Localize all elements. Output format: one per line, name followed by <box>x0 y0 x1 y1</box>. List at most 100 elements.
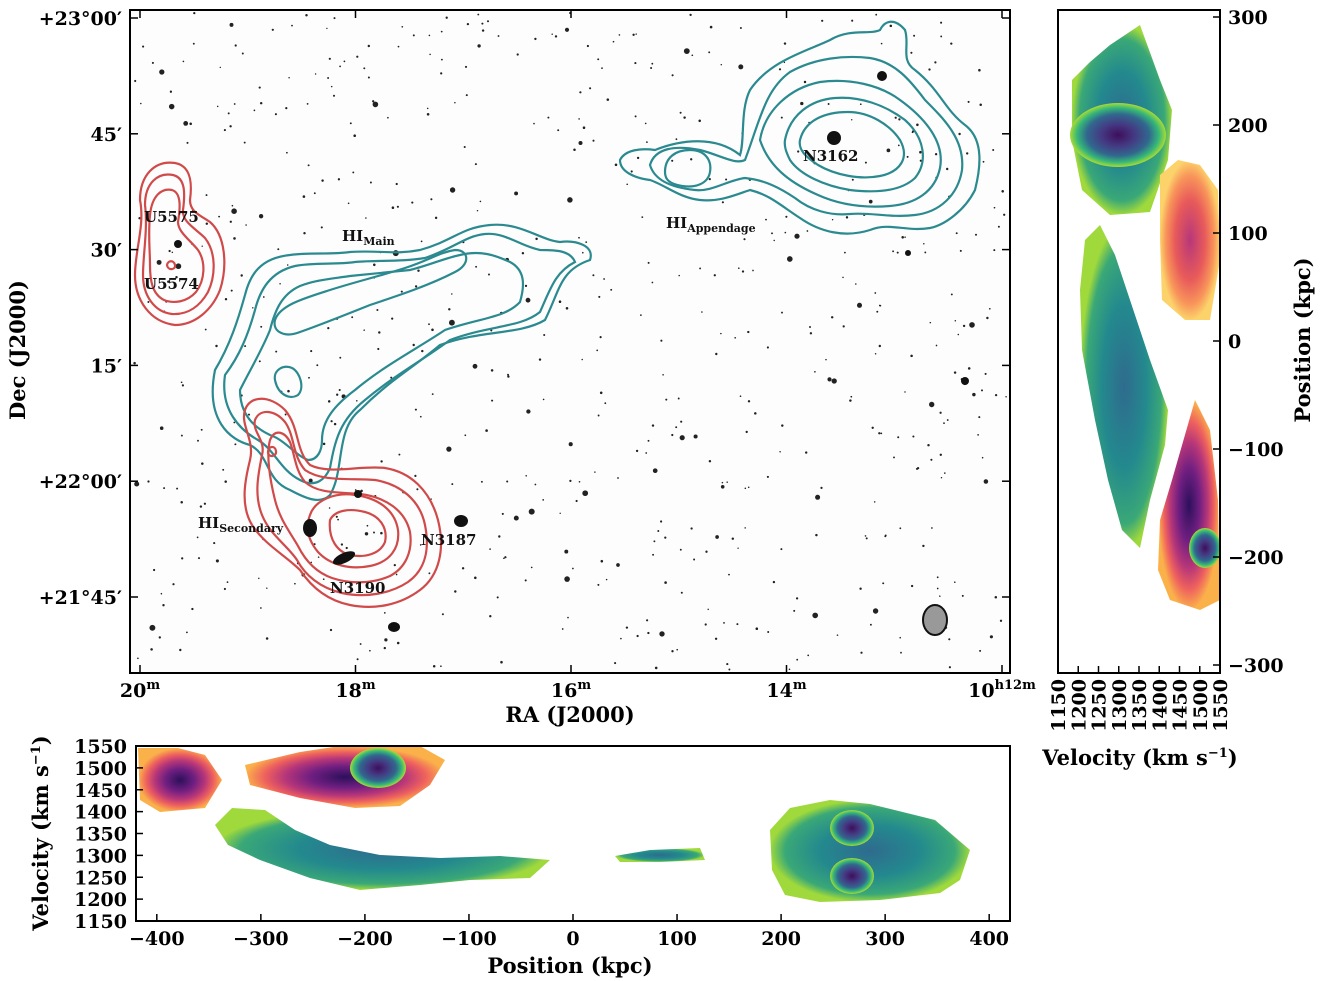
star <box>842 325 845 328</box>
star <box>440 665 442 668</box>
star <box>258 360 261 363</box>
star <box>793 609 796 612</box>
star <box>414 285 418 288</box>
star <box>641 216 644 219</box>
star <box>448 308 451 311</box>
star <box>147 480 150 483</box>
star <box>306 102 309 105</box>
star <box>229 125 232 128</box>
star <box>664 536 667 539</box>
star <box>1001 190 1004 193</box>
star <box>978 416 981 419</box>
star <box>240 274 243 277</box>
star <box>429 53 431 56</box>
star <box>620 637 622 640</box>
star <box>653 540 656 543</box>
star <box>831 378 837 384</box>
star <box>709 25 713 29</box>
n3162-contour-4 <box>783 96 924 193</box>
star <box>339 65 341 68</box>
star <box>464 65 468 68</box>
star <box>636 634 639 638</box>
star <box>616 563 620 567</box>
star <box>827 377 832 382</box>
star <box>979 103 982 107</box>
star <box>416 488 419 491</box>
star <box>715 352 718 356</box>
pv-right-y-tick-label: 300 <box>1228 7 1268 29</box>
star <box>313 192 316 195</box>
sky-x-tick-label: 20m <box>120 678 160 702</box>
star <box>878 304 881 307</box>
star <box>314 73 317 75</box>
star <box>913 34 916 37</box>
star <box>229 22 234 27</box>
star <box>179 648 182 652</box>
star <box>797 150 800 153</box>
star <box>412 34 415 37</box>
star <box>328 507 331 509</box>
star <box>233 103 236 105</box>
star <box>878 432 881 435</box>
pv-right-y-tick-label: 100 <box>1228 223 1268 245</box>
star <box>755 627 759 630</box>
star <box>542 499 545 501</box>
pv-bottom-y-tick-label: 1550 <box>74 736 127 758</box>
star <box>948 638 951 641</box>
star <box>367 44 371 48</box>
star <box>244 345 247 348</box>
star <box>440 30 443 33</box>
star <box>426 113 430 116</box>
star <box>183 121 189 126</box>
star <box>704 623 707 626</box>
star <box>294 582 296 585</box>
star <box>197 557 201 560</box>
star <box>321 179 324 182</box>
n3162-contour-5 <box>798 110 906 179</box>
star <box>657 530 660 532</box>
pv-right-blob-diagonal <box>1080 225 1168 548</box>
star <box>564 27 570 32</box>
star <box>928 68 931 71</box>
star <box>140 102 142 105</box>
star <box>327 326 330 330</box>
pv-bottom-blob-thin <box>615 848 705 862</box>
star <box>464 434 467 437</box>
star <box>904 236 906 238</box>
hi-main-contour-2 <box>223 232 577 485</box>
star <box>168 249 171 253</box>
star <box>569 479 572 483</box>
star <box>707 608 709 611</box>
star <box>597 414 600 417</box>
pv-bottom-y-tick-label: 1350 <box>74 824 127 846</box>
u5574-contour-2 <box>141 173 215 316</box>
pv-bottom-blob-right-core-upper <box>830 810 874 846</box>
star <box>872 608 879 614</box>
pv-right-x-tick-label: 1200 <box>1068 679 1090 732</box>
star <box>219 66 222 69</box>
pv-right-blob-lower <box>1158 400 1220 610</box>
star <box>498 535 501 538</box>
star <box>647 631 650 635</box>
star <box>398 453 401 456</box>
star <box>307 164 310 167</box>
star <box>305 13 308 17</box>
label-u5575: U5575 <box>144 208 199 226</box>
star <box>171 251 174 254</box>
star <box>939 453 942 456</box>
star <box>783 42 787 45</box>
star <box>679 111 682 114</box>
star <box>477 44 481 48</box>
star <box>698 119 701 123</box>
star <box>376 308 379 312</box>
star <box>575 499 578 503</box>
star <box>604 402 607 405</box>
pv-bottom-emission <box>138 746 970 902</box>
star <box>898 118 901 121</box>
star <box>391 317 394 320</box>
star <box>598 295 601 298</box>
star <box>513 515 519 521</box>
galaxy-b <box>388 622 400 632</box>
star <box>199 505 203 508</box>
star <box>222 468 225 471</box>
